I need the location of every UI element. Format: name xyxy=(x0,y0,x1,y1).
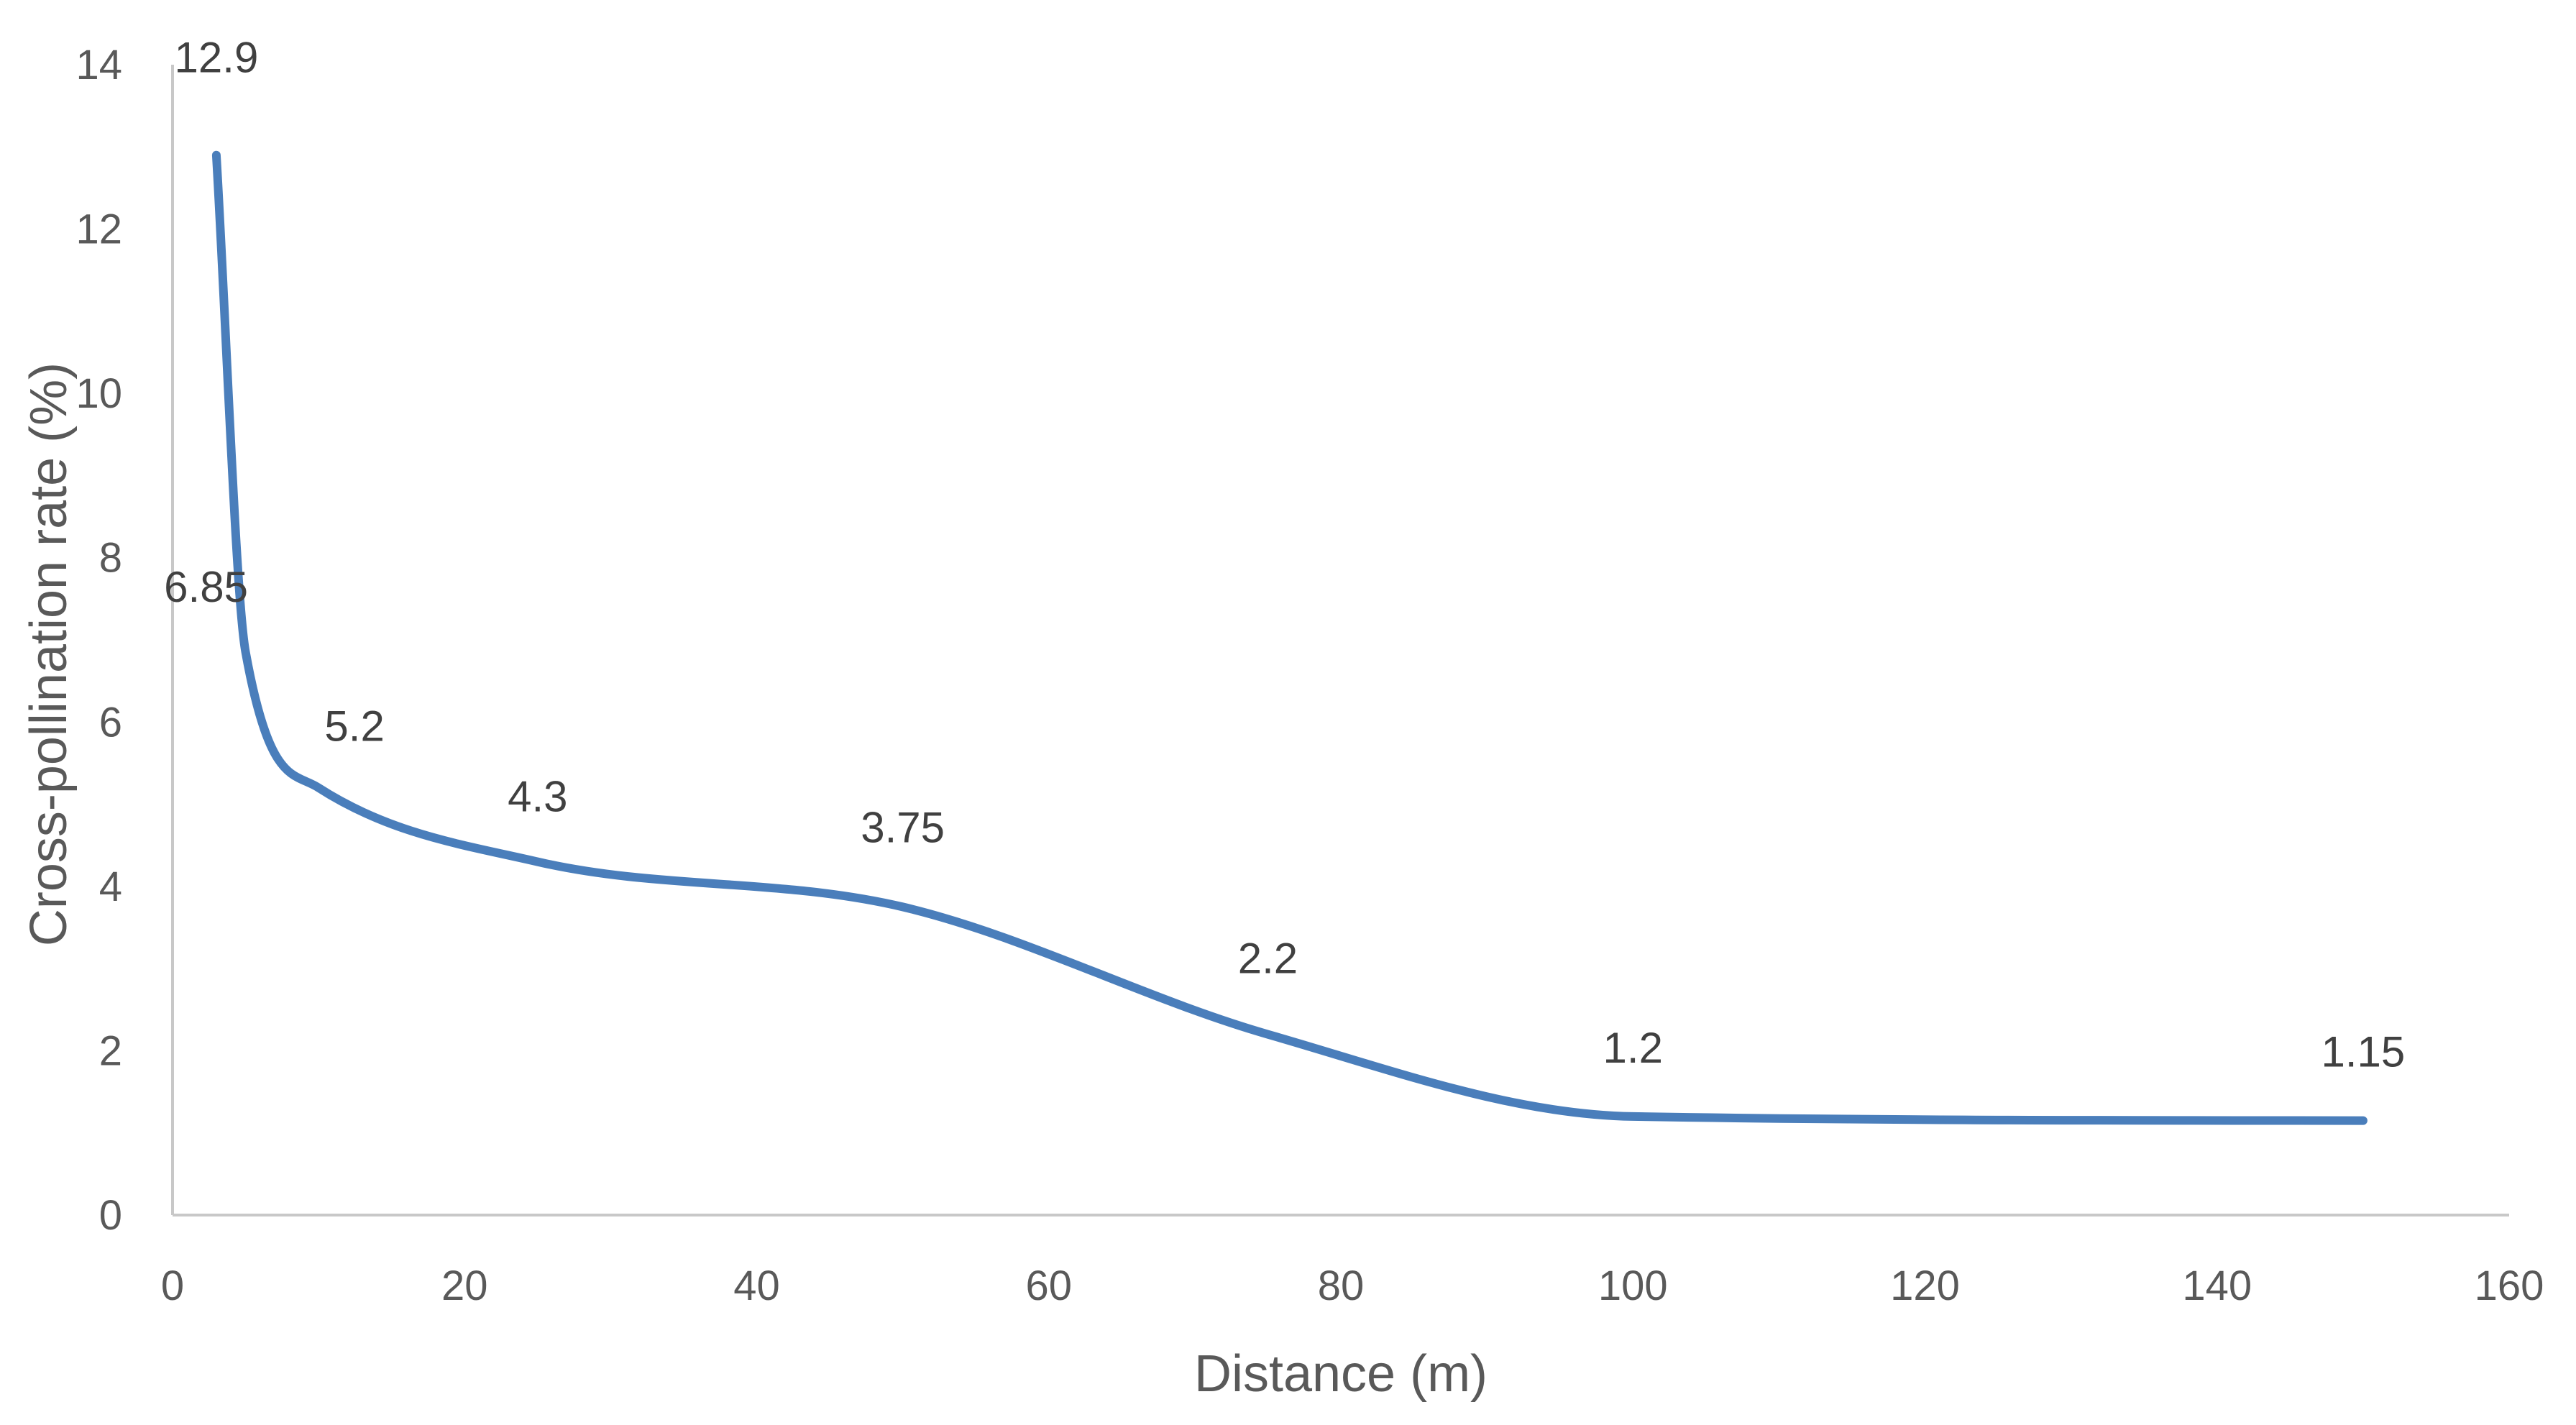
series-group xyxy=(211,150,2368,1125)
data-label: 6.85 xyxy=(164,563,248,611)
x-tick-label: 140 xyxy=(2182,1263,2252,1309)
x-tick-label: 0 xyxy=(161,1263,184,1309)
x-tick-label: 160 xyxy=(2475,1263,2544,1309)
x-tick-label: 120 xyxy=(1890,1263,1960,1309)
x-axis-ticks: 0 20 40 60 80 100 120 140 160 xyxy=(161,1263,2544,1309)
data-label: 3.75 xyxy=(861,803,945,851)
data-label: 1.15 xyxy=(2321,1028,2405,1076)
x-tick-label: 80 xyxy=(1318,1263,1365,1309)
data-label: 5.2 xyxy=(324,702,384,751)
y-axis-title: Cross-pollination rate (%) xyxy=(20,362,78,946)
y-tick-label: 12 xyxy=(75,206,122,253)
y-tick-label: 14 xyxy=(75,42,122,88)
y-tick-label: 8 xyxy=(99,535,122,582)
y-axis-ticks: 0 2 4 6 8 10 12 14 xyxy=(75,42,122,1239)
y-tick-label: 0 xyxy=(99,1192,122,1239)
data-labels: 12.9 6.85 5.2 4.3 3.75 2.2 1.2 1.15 xyxy=(164,34,2405,1076)
x-tick-label: 40 xyxy=(733,1263,780,1309)
x-tick-label: 20 xyxy=(441,1263,488,1309)
series-line xyxy=(211,150,2368,1125)
y-tick-label: 2 xyxy=(99,1027,122,1074)
y-tick-label: 6 xyxy=(99,699,122,746)
y-tick-label: 10 xyxy=(75,370,122,417)
data-label: 12.9 xyxy=(175,34,259,82)
x-axis-title: Distance (m) xyxy=(1194,1345,1488,1403)
data-label: 4.3 xyxy=(508,773,567,821)
x-tick-label: 100 xyxy=(1598,1263,1668,1309)
y-tick-label: 4 xyxy=(99,863,122,910)
x-tick-label: 60 xyxy=(1025,1263,1072,1309)
data-label: 2.2 xyxy=(1238,935,1298,983)
data-label: 1.2 xyxy=(1603,1024,1663,1072)
